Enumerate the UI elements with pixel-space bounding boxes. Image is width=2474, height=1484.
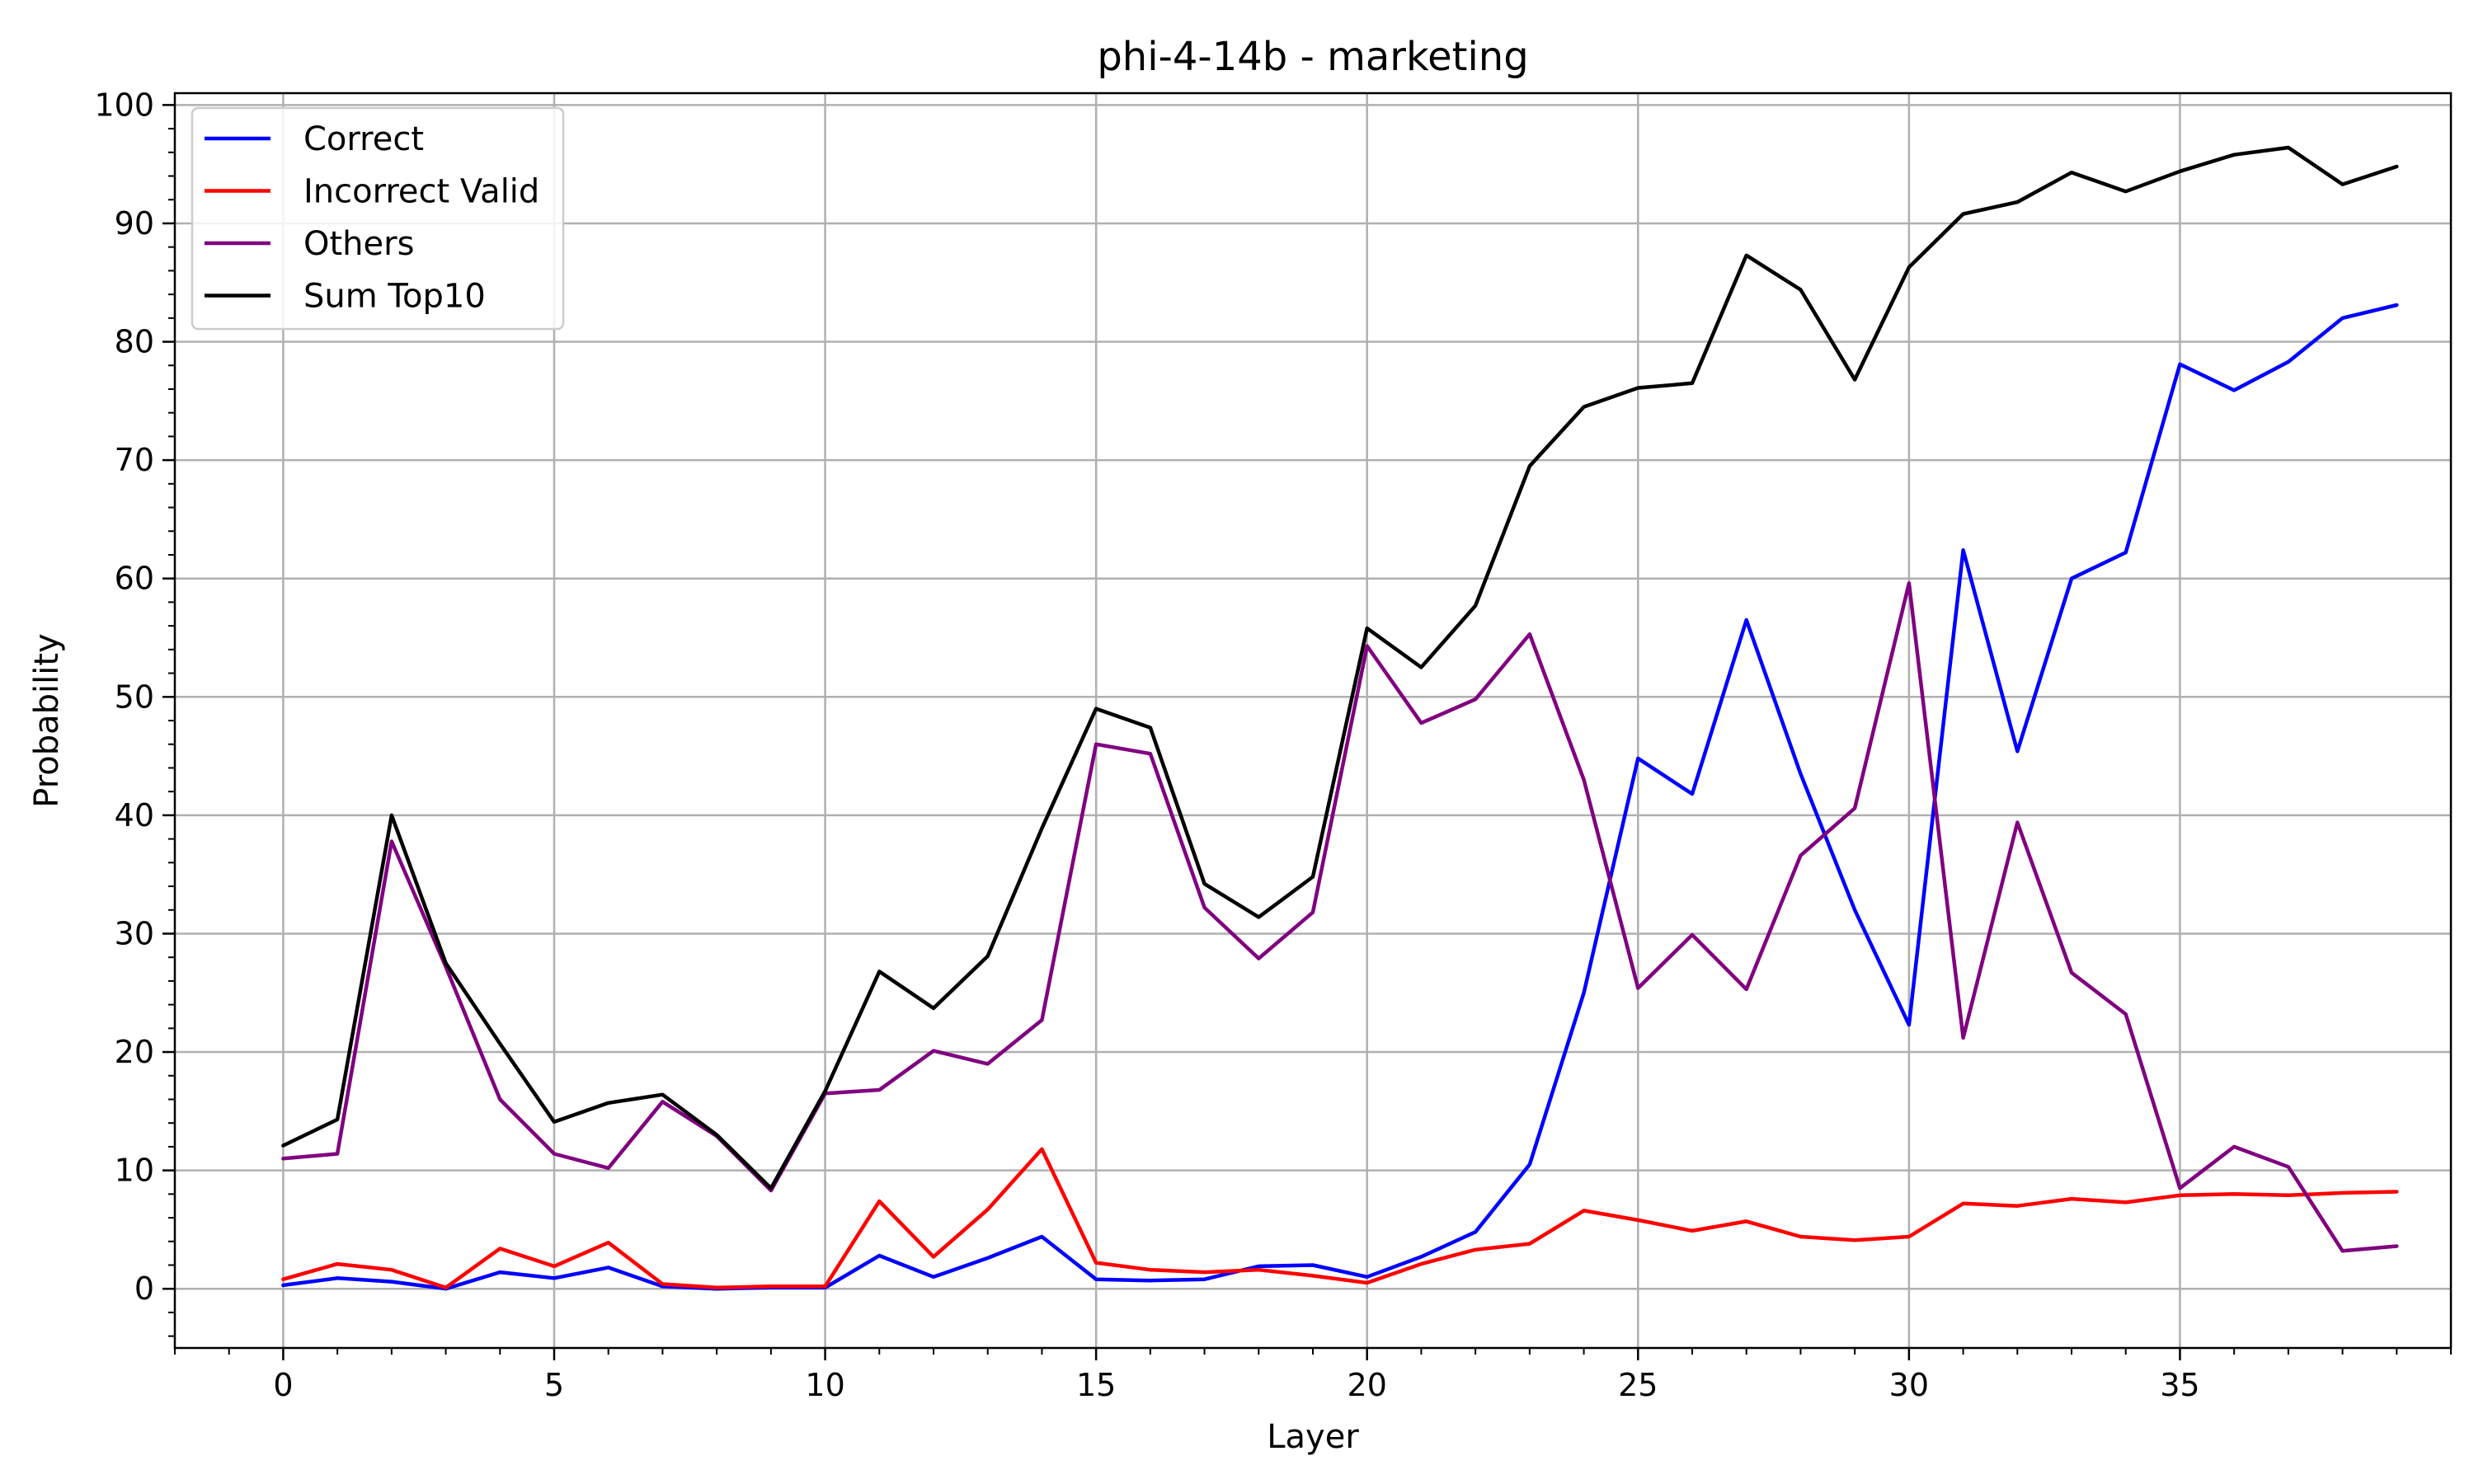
x-tick-label: 0: [273, 1367, 293, 1403]
y-tick-label: 40: [115, 797, 154, 834]
x-tick-label: 10: [805, 1367, 844, 1403]
series-line-others: [281, 581, 2399, 1253]
legend-label-others: Others: [303, 225, 414, 263]
legend-label-incorrect-valid: Incorrect Valid: [303, 173, 539, 211]
legend-label-sum-top10: Sum Top10: [303, 278, 486, 316]
legend-box: [190, 106, 565, 331]
x-tick-label: 35: [2160, 1367, 2199, 1403]
y-tick-label: 90: [115, 205, 154, 242]
y-tick-label: 50: [115, 679, 154, 715]
y-tick-label: 20: [115, 1034, 154, 1070]
x-tick-label: 5: [544, 1367, 564, 1403]
y-tick-label: 100: [94, 87, 154, 123]
x-tick-label: 25: [1618, 1367, 1658, 1403]
y-axis-label: Probability: [28, 633, 66, 807]
series-line-correct: [281, 303, 2399, 1291]
x-tick-label: 30: [1889, 1367, 1929, 1403]
x-tick-label: 20: [1348, 1367, 1387, 1403]
y-tick-label: 10: [115, 1153, 154, 1189]
legend-label-correct: Correct: [303, 120, 424, 158]
chart-title: phi-4-14b - marketing: [1097, 34, 1528, 80]
x-axis-label: Layer: [1267, 1418, 1359, 1456]
y-tick-label: 0: [134, 1270, 154, 1307]
axes: 0 5 10 15 20 25 30 35 0 10 20 30 40 50 60 70 80 90 100: [94, 87, 2453, 1403]
x-tick-label: 15: [1076, 1367, 1116, 1403]
legend: Correct Incorrect Valid Others Sum Top10: [190, 106, 565, 331]
y-tick-label: 80: [115, 324, 154, 360]
series-line-sum-top10: [281, 145, 2399, 1190]
series-lines: [281, 145, 2399, 1291]
series-line-incorrect-valid: [281, 1147, 2399, 1290]
y-tick-label: 30: [115, 915, 154, 951]
y-tick-label: 70: [115, 442, 154, 478]
grid-lines: [175, 93, 2451, 1348]
y-tick-label: 60: [115, 561, 154, 597]
plot-frame: [173, 92, 2453, 1350]
